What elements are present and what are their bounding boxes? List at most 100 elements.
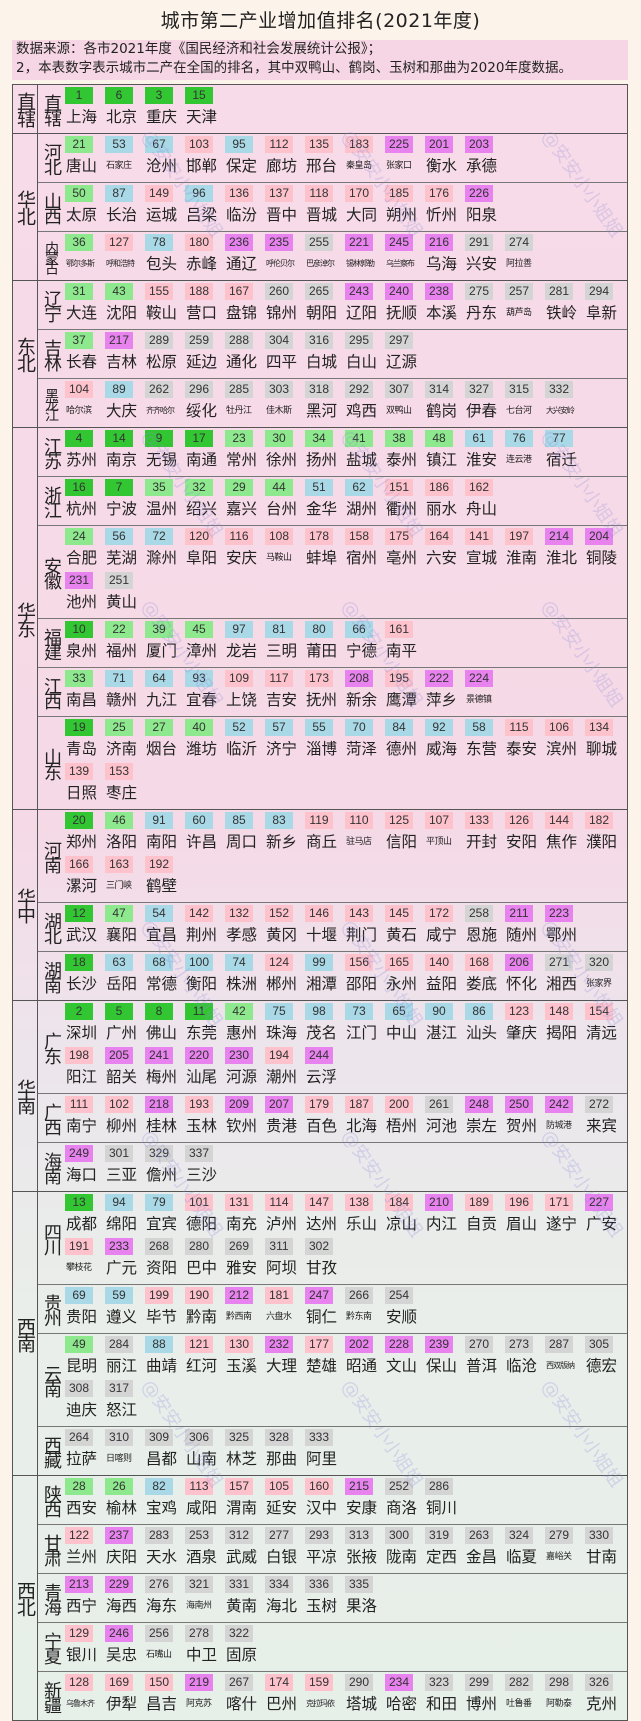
rank-badge: 283	[145, 1527, 173, 1544]
city-name: 淮安	[466, 451, 498, 469]
city-cell: 172 咸宁	[425, 905, 465, 949]
city-cell: 271 湘西	[545, 954, 585, 998]
rank-badge: 84	[385, 719, 413, 736]
city-name: 榆林	[106, 1499, 138, 1517]
rank-badge: 258	[465, 905, 493, 922]
rank-badge: 213	[65, 1576, 93, 1593]
city-cell: 291 兴安	[465, 234, 505, 278]
rank-badge: 55	[305, 719, 333, 736]
rank-badge: 206	[505, 954, 533, 971]
city-cell: 199 毕节	[145, 1287, 185, 1331]
city-name: 六盘水	[266, 1312, 292, 1322]
city-name: 博州	[466, 1695, 498, 1713]
rank-badge: 307	[385, 381, 413, 398]
city-cell: 124 郴州	[265, 954, 305, 998]
city-name: 双鸭山	[386, 406, 412, 416]
rank-badge: 126	[505, 812, 533, 829]
rank-badge: 162	[465, 479, 493, 496]
rank-badge: 304	[265, 332, 293, 349]
region-label: 华北	[13, 134, 38, 280]
city-cell: 50 太原	[65, 185, 105, 229]
rank-badge: 227	[585, 1194, 613, 1211]
city-name: 三沙	[186, 1166, 218, 1184]
city-name: 兰州	[66, 1548, 98, 1566]
rank-badge: 51	[305, 479, 333, 496]
city-name: 内江	[426, 1215, 458, 1233]
city-cell: 1 上海	[65, 87, 105, 131]
rank-badge: 290	[345, 1674, 373, 1691]
city-name: 晋中	[266, 206, 298, 224]
city-name: 曲靖	[146, 1357, 178, 1375]
city-name: 绵阳	[106, 1215, 138, 1233]
city-name: 湛江	[426, 1024, 458, 1042]
city-cell: 285 牡丹江	[225, 381, 265, 425]
city-cell: 97 龙岩	[225, 621, 265, 665]
rank-badge: 125	[385, 812, 413, 829]
city-cell: 258 恩施	[465, 905, 505, 949]
city-name: 乌兰察布	[386, 259, 415, 268]
city-cell: 169 伊犁	[105, 1674, 145, 1718]
city-cell: 277 白银	[265, 1527, 305, 1571]
city-cell: 305 德宏	[585, 1336, 625, 1380]
rank-badge: 49	[65, 1336, 93, 1353]
city-name: 德州	[386, 740, 418, 758]
city-name: 阜新	[586, 304, 618, 322]
city-cell: 205 韶关	[105, 1047, 145, 1091]
city-name: 新乡	[266, 833, 298, 851]
city-cell: 282 吐鲁番	[505, 1674, 545, 1718]
city-cell: 48 镇江	[425, 430, 465, 474]
rank-badge: 303	[265, 381, 293, 398]
rank-badge: 238	[425, 283, 453, 300]
city-cell: 8 佛山	[145, 1003, 185, 1047]
rank-badge: 106	[545, 719, 573, 736]
rank-badge: 85	[225, 812, 253, 829]
city-name: 巴中	[186, 1259, 218, 1277]
rank-badge: 113	[185, 1478, 213, 1495]
city-name: 金华	[306, 500, 338, 518]
city-cell: 264 拉萨	[65, 1429, 105, 1473]
city-cell: 189 自贡	[465, 1194, 505, 1238]
rank-badge: 129	[65, 1625, 93, 1642]
province-row: 甘肃 122 兰州 237 庆阳 283 天水 253 酒泉 312 武威 277 白银 293 平凉 313…	[38, 1524, 627, 1573]
rank-badge: 313	[345, 1527, 373, 1544]
rank-badge: 100	[185, 954, 213, 971]
rank-badge: 229	[105, 1576, 133, 1593]
city-name: 石家庄	[106, 161, 132, 171]
province-row: 吉林 37 长春 217 吉林 289 松原 259 延边 288 通化 304 四平 316 白城 295 白…	[38, 329, 627, 378]
region-block: 西北 陕西 28 西安 26 榆林 82 宝鸡 113 咸阳 157 渭南 105 延安 160 汉中 215 安…	[13, 1475, 627, 1720]
city-cell: 175 亳州	[385, 528, 425, 572]
city-cell: 59 遵义	[105, 1287, 145, 1331]
rank-badge: 309	[145, 1429, 173, 1446]
city-cell: 70 菏泽	[345, 719, 385, 763]
city-name: 宝鸡	[146, 1499, 178, 1517]
city-cell: 89 大庆	[105, 381, 145, 425]
city-cell: 266 黔东南	[345, 1287, 385, 1331]
city-cell: 290 塔城	[345, 1674, 385, 1718]
province-row: 福建 10 泉州 22 福州 39 厦门 45 漳州 97 龙岩 81 三明 80 莆田 66 宁德 161 南平	[38, 618, 627, 667]
city-name: 莆田	[306, 642, 338, 660]
rank-badge: 241	[145, 1047, 173, 1064]
city-name: 晋城	[306, 206, 338, 224]
province-label: 黑龙江	[43, 388, 59, 418]
city-cell: 237 庆阳	[105, 1527, 145, 1571]
rank-badge: 187	[345, 1096, 373, 1113]
city-name: 黄山	[106, 593, 138, 611]
rank-badge: 42	[225, 1003, 253, 1020]
city-cell: 23 常州	[225, 430, 265, 474]
rank-badge: 282	[505, 1674, 533, 1691]
city-cell: 40 潍坊	[185, 719, 225, 763]
city-name: 黔南	[186, 1308, 218, 1326]
rank-badge: 175	[385, 528, 413, 545]
city-name: 淄博	[306, 740, 338, 758]
city-cell: 86 汕头	[465, 1003, 505, 1047]
province-row: 山东 19 青岛 25 济南 27 烟台 40 潍坊 52 临沂 57 济宁 55 淄博 70 菏泽 84 德州 92…	[38, 716, 627, 809]
city-name: 苏州	[66, 451, 98, 469]
city-name: 达州	[306, 1215, 338, 1233]
city-name: 乐山	[346, 1215, 378, 1233]
rank-badge: 114	[265, 1194, 293, 1211]
city-name: 怒江	[106, 1401, 138, 1419]
city-cell: 66 宁德	[345, 621, 385, 665]
rank-badge: 168	[465, 954, 493, 971]
province-label: 山东	[41, 748, 62, 778]
city-cell: 246 吴忠	[105, 1625, 145, 1669]
